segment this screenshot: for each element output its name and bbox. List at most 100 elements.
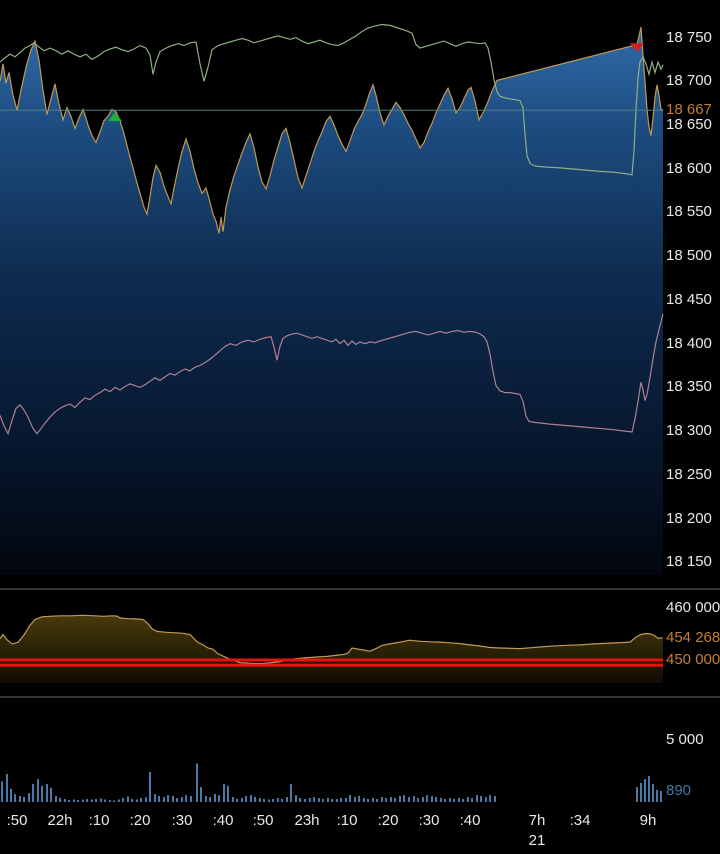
volume-bar [118,799,120,802]
price-pane[interactable] [0,23,664,576]
y-axis-tick-label: 18 750 [666,28,712,46]
volume-bar [145,797,147,802]
volume-bar [50,787,52,802]
volume-bar [272,799,274,802]
volume-bar [232,797,234,802]
pane-separator[interactable] [0,588,720,590]
volume-bar [644,779,646,802]
volume-bar [363,798,365,802]
volume-bar [648,776,650,802]
volume-bar [181,797,183,802]
volume-bar [68,800,70,802]
x-axis-date-label: 21 [528,832,546,849]
volume-bar [640,783,642,802]
volume-bar [254,797,256,802]
volume-bar [227,785,229,802]
volume-bar [167,795,169,802]
y-axis-tick-label: 18 500 [666,247,712,265]
volume-bar [14,794,16,802]
volume-bar [385,798,387,802]
pane-separator[interactable] [0,696,720,698]
volume-bar [660,791,662,802]
sell-marker-icon[interactable] [630,43,644,53]
y-axis-tick-label: 18 450 [666,290,712,308]
volume-bar [636,787,638,802]
volume-bar [467,797,469,802]
volume-bar [209,797,211,802]
x-axis-tick-label: 7h [528,812,546,829]
volume-bar [394,798,396,802]
volume-bar [354,797,356,802]
volume-bar [1,781,3,802]
y-axis-tick-label: 18 700 [666,72,712,90]
y-axis-tick-label: 18 400 [666,334,712,352]
x-axis-tick-label: :20 [129,812,151,829]
volume-bar [23,797,25,802]
volume-bar [435,797,437,802]
x-axis-tick-label: :10 [336,812,358,829]
volume-bar [109,800,111,802]
volume-bar [113,800,115,802]
volume-bar [494,796,496,802]
current-value-label: 454 268 [666,628,720,646]
volume-bar [59,798,61,802]
volume-bar [82,799,84,802]
volume-bar [299,798,301,802]
volume-bar [376,799,378,802]
volume-bar [309,798,311,802]
x-axis-tick-label: :40 [459,812,481,829]
volume-bar [458,798,460,802]
buy-marker-icon[interactable] [108,112,122,122]
volume-bar [245,796,247,802]
volume-bar [176,798,178,802]
upper-band-line [0,23,664,176]
volume-pane[interactable] [1,763,662,802]
volume-bar [381,797,383,802]
volume-bar [46,784,48,802]
volume-bar [200,787,202,802]
volume-bar [403,795,405,802]
volume-bar [336,799,338,802]
volume-bar [453,799,455,802]
y-axis-tick-label: 5 000 [666,731,704,748]
volume-bar [136,799,138,802]
volume-bar [327,798,329,802]
volume-bar [349,795,351,802]
volume-bar [259,798,261,802]
volume-bar [263,799,265,802]
current-value-label: 18 667 [666,101,712,119]
volume-bar [449,798,451,802]
volume-bar [471,798,473,802]
equity-area [0,615,663,683]
volume-bar [652,784,654,802]
volume-bar [268,799,270,802]
x-axis-tick-label: 23h [294,812,320,829]
x-axis-tick-label: :34 [569,812,591,829]
volume-bar [196,763,198,802]
volume-bar [358,796,360,802]
volume-bar [281,799,283,802]
volume-bar [318,798,320,802]
equity-line [0,614,664,665]
volume-bar [313,797,315,802]
volume-bar [95,799,97,802]
volume-bar [322,799,324,802]
volume-bar [172,796,174,802]
x-axis-tick-label: :10 [88,812,110,829]
x-axis-tick-label: :50 [6,812,28,829]
volume-bar [185,795,187,802]
volume-bar [440,798,442,802]
volume-bar [190,796,192,802]
volume-bar [131,799,133,802]
volume-bar [86,799,88,802]
volume-bar [286,797,288,802]
volume-bar [41,785,43,802]
y-axis-tick-label: 18 350 [666,378,712,396]
x-axis-tick-label: :50 [252,812,274,829]
volume-bar [476,795,478,802]
volume-bar [28,793,30,802]
equity-pane[interactable] [0,614,664,683]
volume-bar [32,784,34,802]
